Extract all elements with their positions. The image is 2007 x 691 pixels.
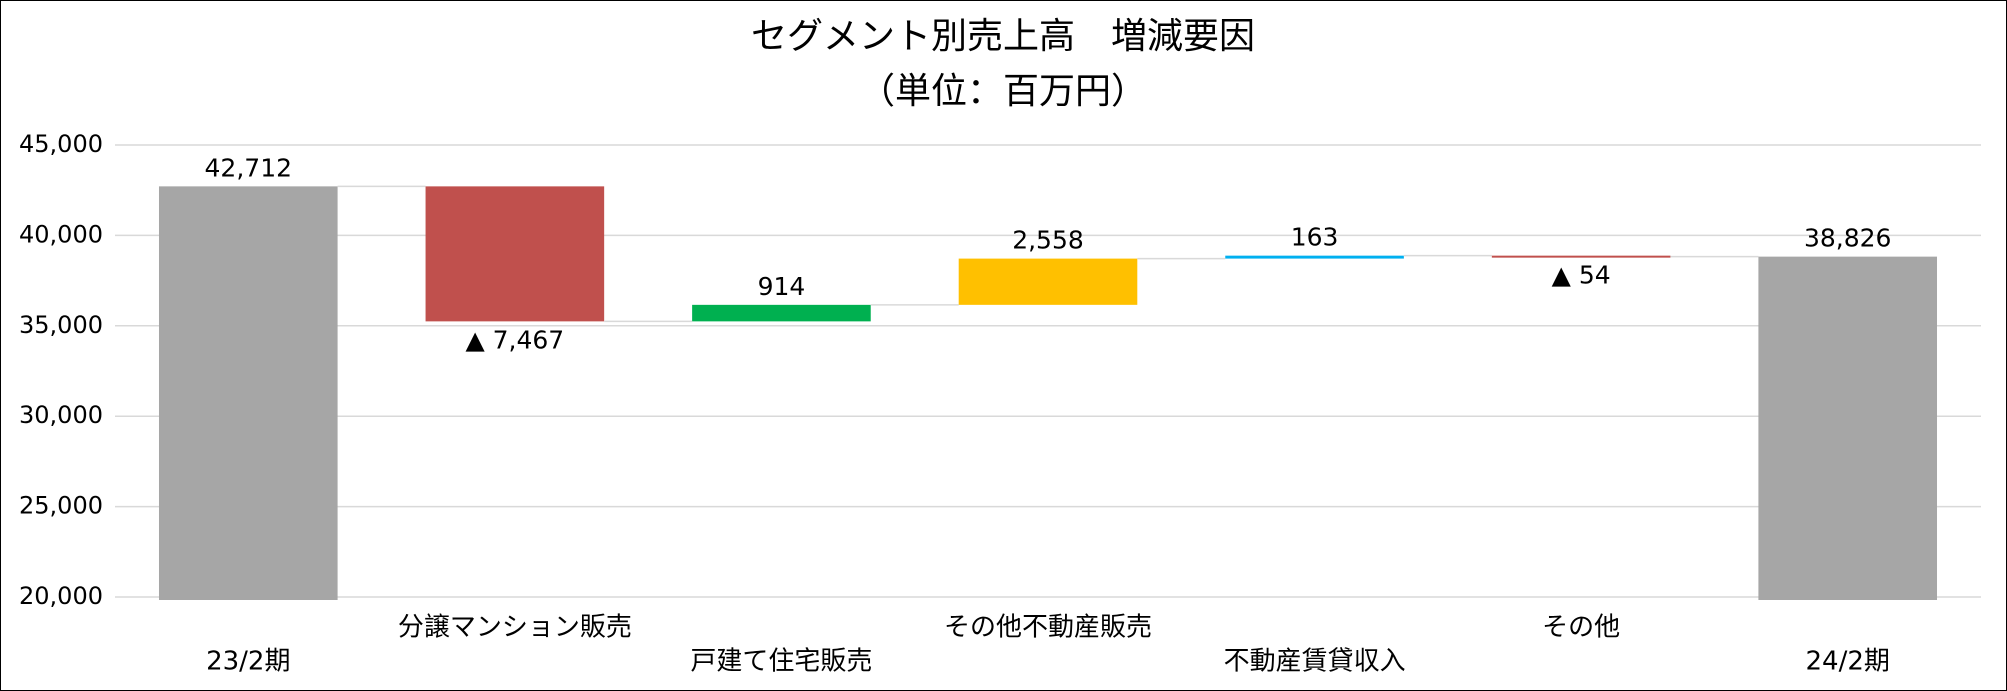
x-tick-label: 戸建て住宅販売: [690, 647, 872, 677]
x-tick-label: 不動産賃貸収入: [1224, 647, 1406, 677]
value-label: ▲ 7,467: [465, 325, 564, 354]
y-tick-label: 30,000: [19, 401, 103, 429]
x-tick-label: その他不動産販売: [944, 613, 1152, 643]
y-tick-label: 40,000: [19, 220, 103, 248]
value-label: 914: [758, 272, 806, 301]
x-tick-label: 23/2期: [206, 647, 290, 677]
bar: [1758, 256, 1938, 600]
bar: [1491, 255, 1671, 258]
y-tick-label: 35,000: [19, 311, 103, 339]
bar: [158, 186, 338, 600]
value-label: 163: [1291, 223, 1339, 252]
y-tick-label: 25,000: [19, 492, 103, 520]
bar: [425, 186, 605, 322]
bar: [692, 304, 871, 322]
x-tick-label: 分譲マンション販売: [398, 613, 632, 643]
chart-title: セグメント別売上高 増減要因: [751, 16, 1255, 57]
value-label: 38,826: [1804, 224, 1891, 253]
x-tick-label: その他: [1542, 613, 1620, 643]
value-label: 42,712: [205, 153, 292, 182]
y-tick-label: 20,000: [19, 582, 103, 610]
x-tick-label: 24/2期: [1806, 647, 1890, 677]
bar: [958, 258, 1138, 305]
bar: [1225, 255, 1404, 259]
y-tick-label: 45,000: [19, 130, 103, 158]
value-label: ▲ 54: [1552, 261, 1611, 290]
value-label: 2,558: [1012, 226, 1084, 255]
chart-subtitle: （単位：百万円）: [859, 71, 1147, 112]
